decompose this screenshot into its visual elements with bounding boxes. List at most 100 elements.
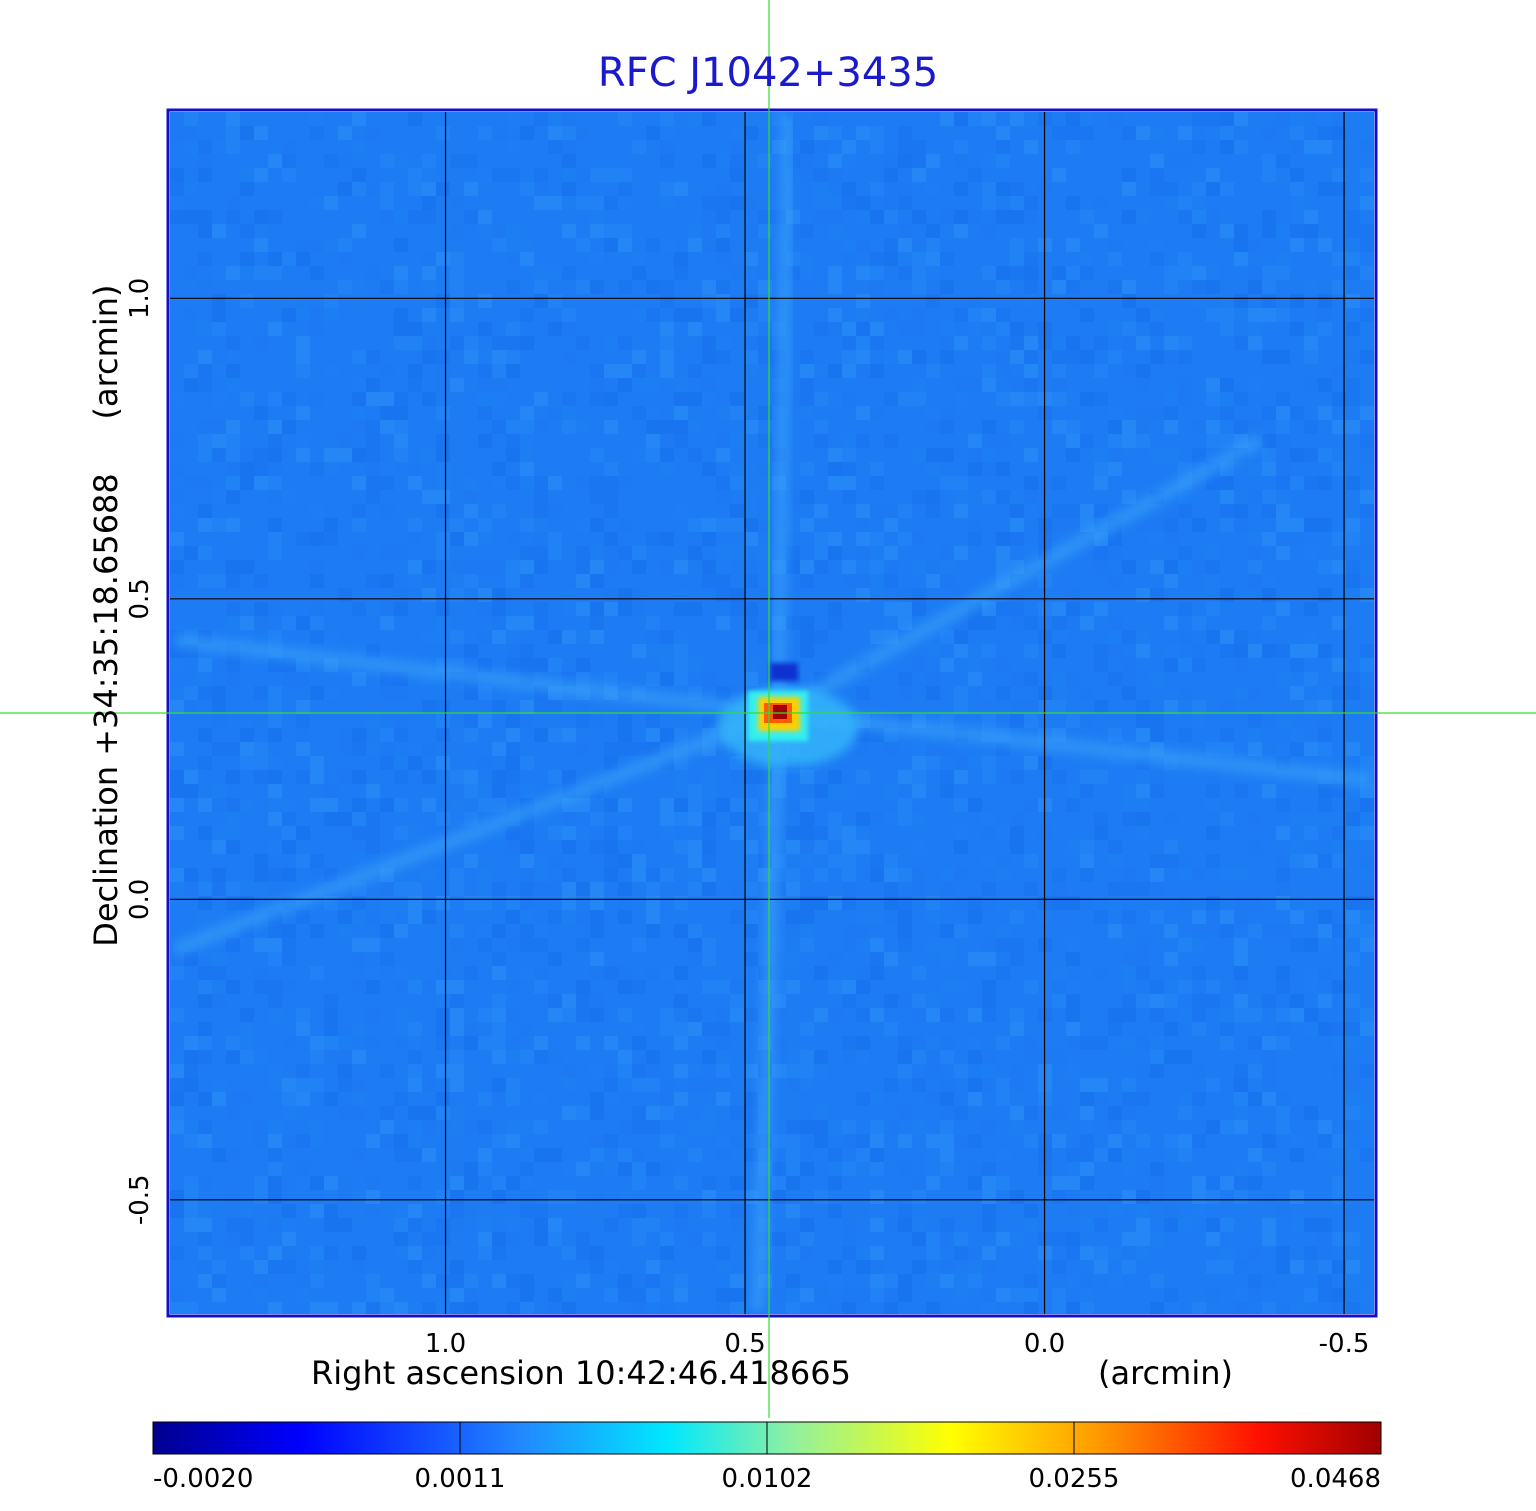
noise-pixel xyxy=(1052,280,1066,294)
noise-pixel xyxy=(1248,1092,1262,1106)
noise-pixel xyxy=(604,1064,618,1078)
noise-pixel xyxy=(1136,378,1150,392)
noise-pixel xyxy=(380,672,394,686)
noise-pixel xyxy=(1206,308,1220,322)
noise-pixel xyxy=(450,294,464,308)
noise-pixel xyxy=(982,1008,996,1022)
noise-pixel xyxy=(828,308,842,322)
noise-pixel xyxy=(884,210,898,224)
noise-pixel xyxy=(1192,112,1206,126)
noise-pixel xyxy=(898,602,912,616)
noise-pixel xyxy=(646,1218,660,1232)
noise-pixel xyxy=(926,1008,940,1022)
noise-pixel xyxy=(1094,966,1108,980)
noise-pixel xyxy=(226,1190,240,1204)
noise-pixel xyxy=(268,532,282,546)
noise-pixel xyxy=(1318,112,1332,126)
noise-pixel xyxy=(1108,630,1122,644)
noise-pixel xyxy=(338,1106,352,1120)
noise-pixel xyxy=(996,350,1010,364)
noise-pixel xyxy=(1192,1204,1206,1218)
noise-pixel xyxy=(968,1274,982,1288)
noise-pixel xyxy=(1024,644,1038,658)
noise-pixel xyxy=(1024,112,1038,126)
noise-pixel xyxy=(1122,980,1136,994)
noise-pixel xyxy=(562,126,576,140)
noise-pixel xyxy=(1150,588,1164,602)
noise-pixel xyxy=(856,910,870,924)
noise-pixel xyxy=(1024,378,1038,392)
noise-pixel xyxy=(1094,336,1108,350)
noise-pixel xyxy=(170,560,184,574)
noise-pixel xyxy=(1108,644,1122,658)
noise-pixel xyxy=(170,784,184,798)
noise-pixel xyxy=(758,112,772,126)
noise-pixel xyxy=(1178,854,1192,868)
noise-pixel xyxy=(212,826,226,840)
noise-pixel xyxy=(296,1274,310,1288)
noise-pixel xyxy=(1024,1204,1038,1218)
noise-pixel xyxy=(226,770,240,784)
noise-pixel xyxy=(226,672,240,686)
noise-pixel xyxy=(1360,238,1374,252)
noise-pixel xyxy=(912,770,926,784)
noise-pixel xyxy=(604,336,618,350)
noise-pixel xyxy=(352,448,366,462)
noise-pixel xyxy=(1318,476,1332,490)
noise-pixel xyxy=(198,1092,212,1106)
noise-pixel xyxy=(702,392,716,406)
noise-pixel xyxy=(996,1078,1010,1092)
noise-pixel xyxy=(520,910,534,924)
noise-pixel xyxy=(268,1134,282,1148)
noise-pixel xyxy=(744,952,758,966)
noise-pixel xyxy=(1192,658,1206,672)
noise-pixel xyxy=(520,420,534,434)
noise-pixel xyxy=(688,1022,702,1036)
noise-pixel xyxy=(198,1232,212,1246)
noise-pixel xyxy=(1010,336,1024,350)
noise-pixel xyxy=(1332,392,1346,406)
noise-pixel xyxy=(856,294,870,308)
noise-pixel xyxy=(968,518,982,532)
noise-pixel xyxy=(1150,532,1164,546)
noise-pixel xyxy=(954,224,968,238)
noise-pixel xyxy=(506,112,520,126)
noise-pixel xyxy=(716,1064,730,1078)
noise-pixel xyxy=(184,868,198,882)
noise-pixel xyxy=(842,896,856,910)
noise-pixel xyxy=(1346,1064,1360,1078)
noise-pixel xyxy=(394,1092,408,1106)
noise-pixel xyxy=(1318,1260,1332,1274)
noise-pixel xyxy=(618,1190,632,1204)
noise-pixel xyxy=(786,910,800,924)
noise-pixel xyxy=(828,602,842,616)
noise-pixel xyxy=(982,812,996,826)
noise-pixel xyxy=(1024,140,1038,154)
noise-pixel xyxy=(380,1302,394,1314)
noise-pixel xyxy=(464,644,478,658)
noise-pixel xyxy=(870,1274,884,1288)
noise-pixel xyxy=(268,994,282,1008)
noise-pixel xyxy=(1122,1148,1136,1162)
noise-pixel xyxy=(856,322,870,336)
noise-pixel xyxy=(1150,1176,1164,1190)
noise-pixel xyxy=(324,1246,338,1260)
noise-pixel xyxy=(1206,392,1220,406)
noise-pixel xyxy=(478,756,492,770)
noise-pixel xyxy=(870,126,884,140)
noise-pixel xyxy=(520,784,534,798)
noise-pixel xyxy=(296,742,310,756)
noise-pixel xyxy=(422,1232,436,1246)
noise-pixel xyxy=(912,868,926,882)
noise-pixel xyxy=(352,280,366,294)
noise-pixel xyxy=(856,966,870,980)
noise-pixel xyxy=(814,840,828,854)
noise-pixel xyxy=(1122,1246,1136,1260)
noise-pixel xyxy=(968,910,982,924)
noise-pixel xyxy=(408,1148,422,1162)
noise-pixel xyxy=(1248,1288,1262,1302)
noise-pixel xyxy=(618,1078,632,1092)
noise-pixel xyxy=(940,1078,954,1092)
noise-pixel xyxy=(450,728,464,742)
noise-pixel xyxy=(506,532,520,546)
